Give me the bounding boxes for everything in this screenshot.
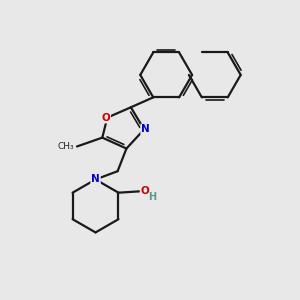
Text: O: O xyxy=(101,112,110,123)
Text: O: O xyxy=(141,186,149,196)
Text: CH₃: CH₃ xyxy=(57,142,74,151)
Text: H: H xyxy=(148,191,157,202)
Text: N: N xyxy=(91,174,100,184)
Text: N: N xyxy=(141,124,150,134)
